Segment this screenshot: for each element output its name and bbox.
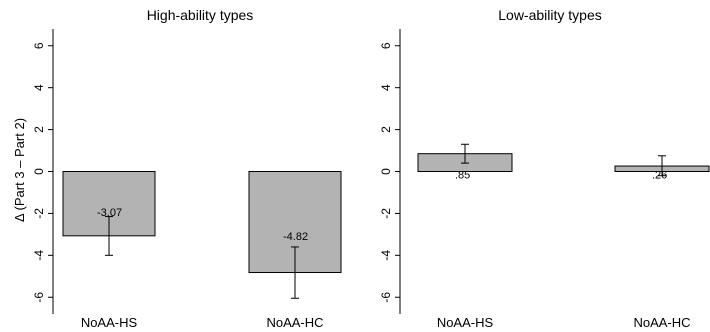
y-tick-label: 6: [379, 42, 393, 49]
y-tick-label: 0: [32, 168, 46, 175]
category-label: NoAA-HS: [437, 315, 494, 330]
panel-low-ability: Low-ability types -6 -4 -2 0 2 4 6 .85 .26 NoAA…: [379, 7, 710, 330]
data-label: -3.07: [97, 207, 122, 219]
data-label: .85: [455, 169, 470, 181]
y-tick-label: 6: [32, 42, 46, 49]
panel-title: Low-ability types: [498, 7, 602, 23]
y-tick-label: -2: [379, 208, 393, 219]
y-tick-label: -4: [379, 250, 393, 261]
y-tick-label: -6: [32, 292, 46, 303]
category-labels: NoAA-HS NoAA-HC: [81, 315, 324, 330]
bars: -3.07 -4.82: [62, 171, 342, 299]
y-axis-label: Δ (Part 3 – Part 2): [12, 118, 27, 222]
panel-high-ability: High-ability types Δ (Part 3 – Part 2) -…: [12, 7, 342, 330]
category-label: NoAA-HS: [81, 315, 138, 330]
category-labels: NoAA-HS NoAA-HC: [437, 315, 691, 330]
y-tick-label: 4: [32, 84, 46, 91]
data-label: -4.82: [283, 231, 308, 243]
y-ticks: -6 -4 -2 0 2 4 6: [32, 42, 53, 303]
y-tick-label: 2: [379, 126, 393, 133]
y-ticks: -6 -4 -2 0 2 4 6: [379, 42, 400, 303]
y-tick-label: 0: [379, 168, 393, 175]
category-label: NoAA-HC: [633, 315, 690, 330]
y-tick-label: -2: [32, 208, 46, 219]
y-tick-label: -4: [32, 250, 46, 261]
bars: .85 .26: [417, 143, 710, 181]
y-tick-label: 4: [379, 84, 393, 91]
y-tick-label: 2: [32, 126, 46, 133]
panel-title: High-ability types: [147, 7, 254, 23]
y-tick-label: -6: [379, 292, 393, 303]
category-label: NoAA-HC: [266, 315, 323, 330]
data-label: .26: [652, 169, 667, 181]
